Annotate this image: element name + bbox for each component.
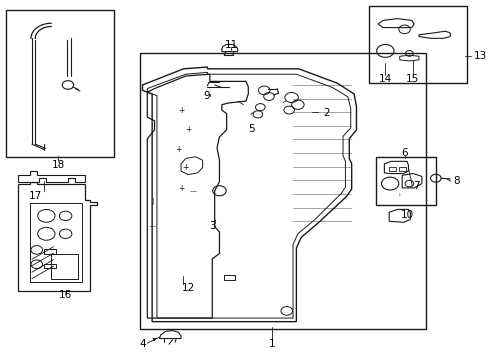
- Text: —: —: [148, 224, 155, 230]
- Text: +: +: [178, 184, 184, 193]
- Text: |: |: [151, 198, 153, 205]
- Text: 9: 9: [203, 91, 209, 102]
- Text: 8: 8: [452, 176, 459, 186]
- Text: 10: 10: [400, 210, 413, 220]
- Bar: [224, 275, 234, 280]
- Text: 5: 5: [248, 124, 254, 134]
- Bar: [368, 6, 466, 83]
- Bar: [44, 249, 56, 253]
- Text: 13: 13: [472, 51, 486, 61]
- Text: 11: 11: [224, 40, 238, 50]
- Bar: [140, 53, 426, 329]
- Text: +: +: [184, 125, 191, 134]
- Bar: [375, 157, 435, 205]
- Text: +: +: [182, 163, 188, 172]
- Text: 6: 6: [401, 148, 407, 158]
- Text: 12: 12: [181, 283, 194, 293]
- Text: 15: 15: [406, 74, 419, 84]
- Text: —: —: [189, 188, 196, 194]
- Bar: [29, 203, 82, 282]
- Text: 18: 18: [52, 159, 65, 170]
- Text: 3: 3: [208, 221, 215, 230]
- Text: +: +: [175, 145, 182, 154]
- Bar: [44, 264, 56, 268]
- Text: ◦: ◦: [396, 194, 400, 199]
- Bar: [51, 253, 78, 279]
- Bar: [388, 167, 396, 171]
- Text: 1: 1: [268, 339, 275, 349]
- Bar: [398, 167, 405, 171]
- Text: 17: 17: [29, 191, 42, 201]
- Text: 7: 7: [412, 181, 419, 192]
- Text: 14: 14: [378, 74, 391, 84]
- Text: 4: 4: [139, 339, 145, 349]
- Text: 16: 16: [59, 291, 72, 301]
- Text: +: +: [178, 105, 184, 114]
- Bar: [5, 10, 113, 157]
- Text: 2: 2: [322, 108, 329, 118]
